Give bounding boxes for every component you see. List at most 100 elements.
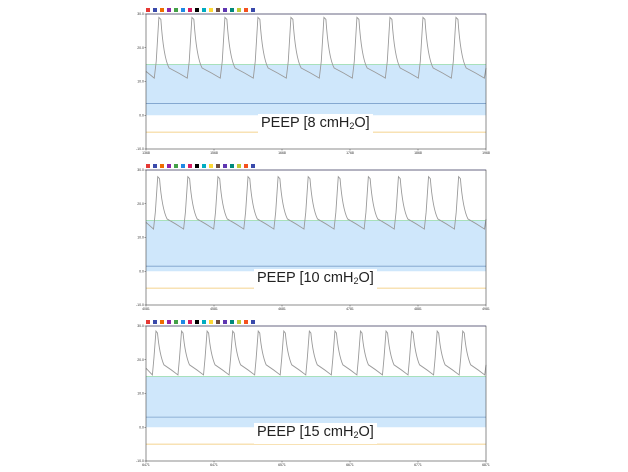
legend-item	[251, 164, 256, 168]
y-tick-label: 10.0	[137, 236, 144, 240]
peep-label-suffix: O]	[354, 115, 370, 131]
peep-label-suffix: O]	[358, 270, 374, 286]
x-tick-label: 1768	[346, 151, 354, 155]
y-tick-label: 0.0	[139, 425, 144, 429]
legend-item	[216, 164, 221, 168]
legend-item	[202, 164, 207, 168]
legend-item	[167, 8, 172, 12]
legend-item	[160, 8, 165, 12]
legend-swatch	[209, 320, 213, 324]
chart-panel-1: 30.0 20.0 10.0 0.0 -10.0 1368 1568 1668 1768 1868…	[130, 4, 492, 155]
x-tick-label: 4781	[346, 307, 354, 311]
legend-item	[230, 320, 235, 324]
peep-label-value: 15 cmH	[303, 424, 354, 440]
legend-item	[188, 8, 193, 12]
legend-swatch	[209, 8, 213, 12]
peep-label-value: 8 cmH	[307, 115, 350, 131]
legend-item	[223, 164, 228, 168]
y-tick-label: 30.0	[137, 324, 144, 328]
legend-item	[174, 320, 179, 324]
legend-swatch	[251, 164, 255, 168]
legend-swatch	[237, 164, 241, 168]
legend-swatch	[223, 164, 227, 168]
legend-swatch	[251, 320, 255, 324]
legend-swatch	[251, 8, 255, 12]
legend-swatch	[181, 320, 185, 324]
pressure-waveform	[145, 16, 487, 79]
y-tick-label: 10.0	[137, 80, 144, 84]
legend-swatch	[230, 164, 234, 168]
y-tick-label: 0.0	[139, 269, 144, 273]
y-tick-label: 0.0	[139, 113, 144, 117]
legend-swatch	[146, 164, 150, 168]
peep-label-suffix: O]	[358, 424, 374, 440]
pressure-waveform	[145, 175, 487, 230]
pressure-waveform	[145, 329, 487, 376]
legend-swatch	[216, 320, 220, 324]
legend-item	[181, 164, 186, 168]
legend-swatch	[153, 164, 157, 168]
legend-item	[216, 8, 221, 12]
x-tick-label: 6571	[278, 463, 286, 467]
x-tick-label: 6871	[482, 463, 490, 467]
legend-swatch	[167, 164, 171, 168]
legend-item	[146, 164, 151, 168]
legend-item	[216, 320, 221, 324]
legend-swatch	[230, 8, 234, 12]
legend-item	[160, 164, 165, 168]
legend-item	[174, 164, 179, 168]
x-tick-label: 1368	[142, 151, 150, 155]
legend-swatch	[167, 8, 171, 12]
legend-swatch	[223, 8, 227, 12]
y-tick-label: -10.0	[136, 459, 144, 463]
y-tick-label: 10.0	[137, 392, 144, 396]
legend-swatch	[174, 320, 178, 324]
legend-swatch	[188, 8, 192, 12]
legend-swatch	[237, 8, 241, 12]
chart-legend	[146, 318, 256, 326]
y-tick-label: 20.0	[137, 46, 144, 50]
y-tick-label: 20.0	[137, 202, 144, 206]
peep-label-prefix: PEEP [	[257, 424, 304, 440]
legend-item	[195, 320, 200, 324]
chart-panel-2: 30.0 20.0 10.0 0.0 -10.0 4081 4581 4681 4781 4881…	[130, 160, 492, 311]
peep-label-subscript: 2	[349, 121, 355, 131]
legend-item	[237, 164, 242, 168]
legend-item	[202, 320, 207, 324]
legend-swatch	[202, 8, 206, 12]
legend-item	[230, 8, 235, 12]
chart-legend	[146, 162, 256, 170]
legend-swatch	[153, 8, 157, 12]
legend-item	[209, 320, 214, 324]
legend-swatch	[244, 320, 248, 324]
shaded-band	[146, 64, 486, 116]
legend-item	[181, 8, 186, 12]
legend-swatch	[146, 320, 150, 324]
x-tick-label: 4981	[482, 307, 490, 311]
x-tick-label: 1868	[414, 151, 422, 155]
peep-setting-label: PEEP [8 cmH2O]	[258, 114, 373, 135]
x-tick-label: 1568	[210, 151, 218, 155]
legend-swatch	[223, 320, 227, 324]
legend-item	[153, 8, 158, 12]
legend-swatch	[216, 8, 220, 12]
legend-swatch	[237, 320, 241, 324]
legend-swatch	[181, 8, 185, 12]
legend-item	[223, 8, 228, 12]
legend-swatch	[230, 320, 234, 324]
legend-swatch	[146, 8, 150, 12]
legend-item	[244, 164, 249, 168]
y-tick-label: -10.0	[136, 147, 144, 151]
legend-swatch	[188, 164, 192, 168]
x-tick-label: 1668	[278, 151, 286, 155]
legend-item	[146, 320, 151, 324]
y-tick-label: -10.0	[136, 303, 144, 307]
legend-item	[209, 164, 214, 168]
legend-item	[209, 8, 214, 12]
legend-item	[202, 8, 207, 12]
legend-swatch	[160, 8, 164, 12]
legend-item	[174, 8, 179, 12]
legend-swatch	[195, 8, 199, 12]
chart-panel-3: 30.0 20.0 10.0 0.0 -10.0 6471 6471 6571 6671 6771…	[130, 316, 492, 467]
